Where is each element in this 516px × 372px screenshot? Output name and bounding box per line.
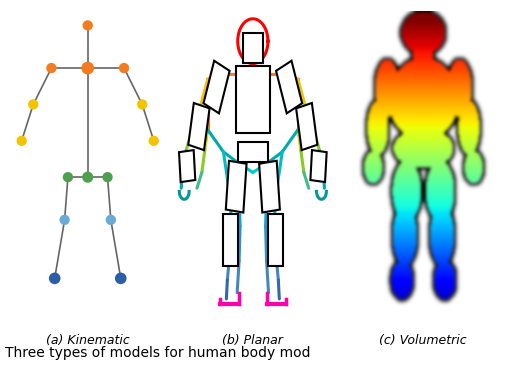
Bar (203, 61, 230, 113)
Point (84, 174, 92, 180)
Bar (222, 214, 238, 266)
Point (29, 102, 37, 108)
Point (117, 275, 125, 281)
Point (84, 65, 92, 71)
Point (47, 65, 56, 71)
Bar (268, 214, 283, 266)
Bar (311, 150, 327, 182)
Bar (276, 61, 302, 113)
Text: Three types of models for human body mod: Three types of models for human body mod (5, 346, 311, 360)
Point (138, 102, 147, 108)
Bar (226, 161, 247, 212)
Bar (188, 103, 209, 150)
Bar (296, 103, 317, 150)
Point (150, 138, 158, 144)
Bar (243, 32, 263, 62)
Bar (179, 150, 195, 182)
Text: (c) Volumetric: (c) Volumetric (379, 334, 467, 347)
Point (103, 174, 111, 180)
Point (18, 138, 26, 144)
Point (60, 217, 69, 223)
Text: (b) Planar: (b) Planar (222, 334, 283, 347)
Bar (259, 161, 280, 212)
Point (84, 22, 92, 28)
Point (107, 217, 115, 223)
Bar (236, 67, 270, 133)
Point (120, 65, 128, 71)
Point (51, 275, 59, 281)
Text: (a) Kinematic: (a) Kinematic (46, 334, 130, 347)
Bar (238, 142, 268, 162)
Point (64, 174, 72, 180)
